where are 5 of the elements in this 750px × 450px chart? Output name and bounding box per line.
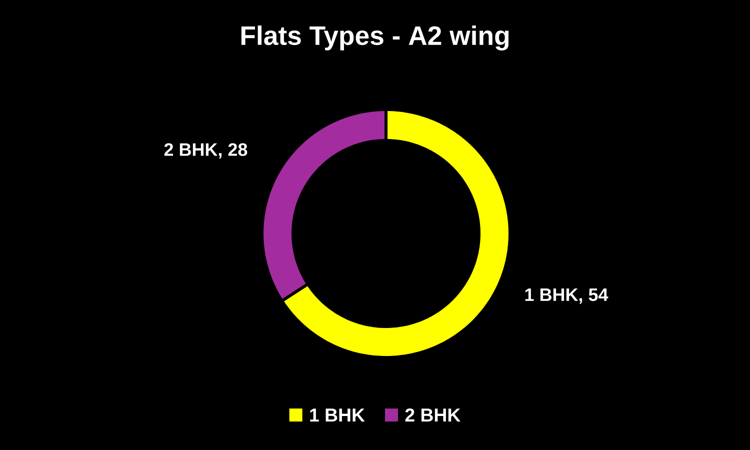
data-label: 1 BHK, 54 [525, 288, 608, 304]
chart-title: Flats Types - A2 wing [241, 26, 509, 50]
data-label: 2 BHK, 28 [164, 143, 248, 159]
legend-label: 2 BHK [405, 408, 460, 422]
legend-label: 1 BHK [310, 408, 365, 422]
